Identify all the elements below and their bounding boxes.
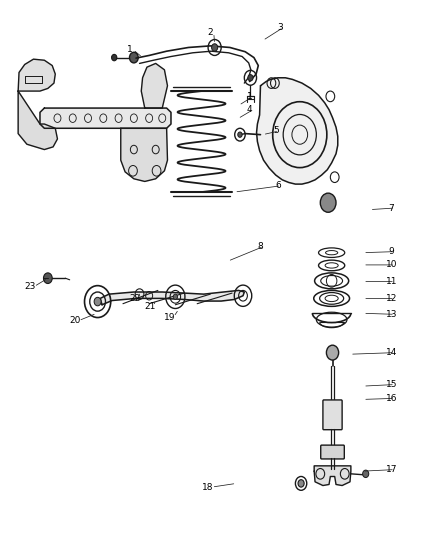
Circle shape	[320, 193, 336, 212]
Text: 19: 19	[164, 312, 176, 321]
Text: 3: 3	[277, 23, 283, 32]
Circle shape	[130, 52, 138, 63]
Polygon shape	[18, 59, 55, 91]
Text: 1: 1	[127, 45, 132, 54]
Text: 20: 20	[69, 316, 81, 325]
Text: 10: 10	[386, 261, 397, 269]
Text: 17: 17	[386, 465, 397, 474]
Text: 14: 14	[386, 348, 397, 357]
Text: 16: 16	[386, 394, 397, 403]
Circle shape	[326, 345, 339, 360]
Circle shape	[112, 54, 117, 61]
Text: 11: 11	[386, 277, 397, 286]
Circle shape	[248, 75, 253, 81]
Text: 1: 1	[247, 92, 252, 101]
Text: 6: 6	[275, 181, 281, 190]
Text: 18: 18	[202, 482, 214, 491]
Text: 12: 12	[386, 294, 397, 303]
Polygon shape	[257, 78, 338, 184]
Circle shape	[43, 273, 52, 284]
Circle shape	[238, 132, 242, 138]
Circle shape	[363, 470, 369, 478]
Polygon shape	[40, 108, 171, 128]
Text: 9: 9	[389, 247, 394, 256]
Text: 2: 2	[208, 28, 213, 37]
Circle shape	[94, 297, 101, 306]
Text: 13: 13	[386, 310, 397, 319]
Circle shape	[173, 294, 177, 300]
Text: 7: 7	[389, 204, 394, 213]
Text: 5: 5	[273, 126, 279, 135]
FancyBboxPatch shape	[321, 445, 344, 459]
Text: 21: 21	[145, 302, 155, 311]
Text: 8: 8	[258, 242, 263, 251]
Circle shape	[298, 480, 304, 487]
Polygon shape	[100, 290, 244, 305]
Text: 15: 15	[386, 380, 397, 389]
Text: 4: 4	[247, 105, 252, 114]
Text: 23: 23	[25, 282, 36, 291]
Text: 22: 22	[130, 294, 141, 303]
Polygon shape	[314, 466, 351, 486]
Polygon shape	[18, 91, 57, 150]
FancyBboxPatch shape	[323, 400, 342, 430]
Polygon shape	[141, 63, 167, 108]
Circle shape	[212, 44, 218, 51]
Polygon shape	[121, 128, 167, 181]
